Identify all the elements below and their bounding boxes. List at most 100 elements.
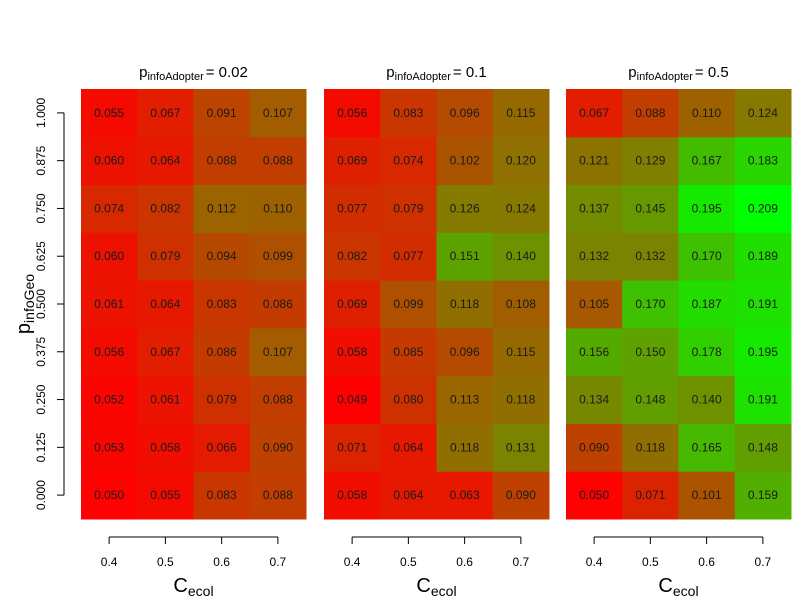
cell-value-label: 0.105 bbox=[579, 297, 609, 311]
heatmap-cell bbox=[193, 280, 251, 329]
heatmap-cell bbox=[492, 232, 550, 281]
heatmap-cell bbox=[734, 136, 792, 186]
cell-value-label: 0.067 bbox=[150, 345, 180, 359]
heatmap-cell bbox=[622, 423, 679, 472]
heatmap-cell bbox=[678, 136, 736, 186]
y-tick-label: 0.875 bbox=[34, 145, 48, 175]
cell-value-label: 0.056 bbox=[94, 345, 124, 359]
cell-value-label: 0.050 bbox=[579, 488, 609, 502]
heatmap-cell bbox=[734, 232, 792, 281]
heatmap-cell bbox=[324, 89, 381, 138]
heatmap-cell bbox=[380, 232, 437, 281]
heatmap-cell bbox=[734, 375, 792, 424]
cell-value-label: 0.165 bbox=[692, 440, 722, 454]
cell-value-label: 0.148 bbox=[635, 393, 665, 407]
heatmap-cell bbox=[249, 471, 307, 520]
heatmap-cell bbox=[81, 136, 138, 186]
cell-value-label: 0.187 bbox=[692, 297, 722, 311]
cell-value-label: 0.083 bbox=[393, 106, 423, 120]
y-tick-label: 0.625 bbox=[34, 241, 48, 271]
cell-value-label: 0.115 bbox=[506, 345, 535, 359]
cell-value-label: 0.080 bbox=[393, 393, 423, 407]
cell-value-label: 0.178 bbox=[692, 345, 722, 359]
cell-value-label: 0.088 bbox=[263, 393, 293, 407]
cell-value-label: 0.077 bbox=[393, 249, 423, 263]
cell-value-label: 0.115 bbox=[506, 106, 535, 120]
heatmap-cell bbox=[678, 184, 736, 233]
cell-value-label: 0.118 bbox=[506, 393, 535, 407]
panel-title-sub: infoAdopter bbox=[147, 71, 204, 83]
cell-value-label: 0.110 bbox=[263, 201, 292, 215]
heatmap-cell bbox=[492, 184, 550, 233]
cell-value-label: 0.151 bbox=[450, 249, 480, 263]
heatmap-cell bbox=[566, 423, 623, 472]
heatmap-cell bbox=[324, 184, 381, 233]
heatmap-cell bbox=[380, 471, 437, 520]
y-axis-title-main: p bbox=[13, 323, 35, 334]
panel-title: pinfoAdopter = 0.1 bbox=[386, 64, 486, 83]
y-axis-title-sub: infoGeo bbox=[21, 274, 37, 323]
heatmap-cell bbox=[324, 423, 381, 472]
cell-value-label: 0.052 bbox=[94, 393, 124, 407]
cell-value-label: 0.079 bbox=[393, 201, 423, 215]
heatmap-cell bbox=[436, 423, 494, 472]
cell-value-label: 0.091 bbox=[207, 106, 237, 120]
panel-title-eq: = 0.02 bbox=[206, 64, 248, 81]
cell-value-label: 0.083 bbox=[207, 488, 237, 502]
panel-title-main: p bbox=[139, 64, 147, 81]
heatmap-cell bbox=[193, 375, 251, 424]
cell-value-label: 0.159 bbox=[748, 488, 778, 502]
cell-value-label: 0.056 bbox=[337, 106, 367, 120]
cell-value-label: 0.050 bbox=[94, 488, 124, 502]
heatmap-cell bbox=[324, 375, 381, 424]
panel-title: pinfoAdopter = 0.5 bbox=[628, 64, 728, 83]
x-axis-title: Cecol bbox=[658, 575, 698, 599]
heatmap-cell bbox=[622, 471, 679, 520]
cell-value-label: 0.082 bbox=[150, 201, 180, 215]
cell-value-label: 0.195 bbox=[748, 345, 778, 359]
heatmap-cell bbox=[566, 375, 623, 424]
cell-value-label: 0.088 bbox=[263, 154, 293, 168]
y-tick-label: 0.250 bbox=[34, 384, 48, 414]
cell-value-label: 0.118 bbox=[636, 440, 665, 454]
cell-value-label: 0.189 bbox=[748, 249, 778, 263]
x-tick-label: 0.7 bbox=[755, 555, 772, 569]
x-axis-title: Cecol bbox=[416, 575, 456, 599]
cell-value-label: 0.113 bbox=[450, 393, 479, 407]
heatmap-cell bbox=[734, 327, 792, 377]
cell-value-label: 0.058 bbox=[337, 345, 367, 359]
heatmap-cell bbox=[734, 89, 792, 138]
heatmap-cell bbox=[492, 136, 550, 186]
cell-value-label: 0.124 bbox=[506, 201, 536, 215]
x-tick-label: 0.4 bbox=[101, 555, 118, 569]
panels: pinfoAdopter = 0.020.050 0.055 0.083 0.0880.… bbox=[81, 64, 792, 599]
cell-value-label: 0.118 bbox=[450, 297, 479, 311]
heatmap-cell bbox=[492, 280, 550, 329]
heatmap-cell bbox=[324, 136, 381, 186]
heatmap-cell bbox=[492, 471, 550, 520]
heatmap-cell bbox=[734, 471, 792, 520]
heatmap-cell bbox=[193, 327, 251, 377]
cell-value-label: 0.079 bbox=[207, 393, 237, 407]
x-tick-label: 0.6 bbox=[698, 555, 715, 569]
heatmap-panel: pinfoAdopter = 0.5 0.050 0.071 0.101 0.159 0.0… bbox=[566, 64, 792, 599]
heatmap-cell bbox=[566, 280, 623, 329]
cell-value-label: 0.086 bbox=[263, 297, 293, 311]
heatmap-cell bbox=[734, 280, 792, 329]
cell-value-label: 0.088 bbox=[207, 154, 237, 168]
heatmap-cell bbox=[137, 232, 194, 281]
cell-value-label: 0.060 bbox=[94, 154, 124, 168]
panel-title-sub: infoAdopter bbox=[637, 71, 694, 83]
cell-value-label: 0.074 bbox=[393, 154, 423, 168]
y-tick-label: 0.125 bbox=[34, 432, 48, 462]
heatmap-cell bbox=[249, 423, 307, 472]
heatmap-cell bbox=[137, 471, 194, 520]
heatmap-cell bbox=[622, 89, 679, 138]
cell-value-label: 0.131 bbox=[506, 440, 536, 454]
cell-value-label: 0.088 bbox=[263, 488, 293, 502]
y-tick-label: 0.375 bbox=[34, 336, 48, 366]
panel-title-main: p bbox=[628, 64, 636, 81]
cell-value-label: 0.067 bbox=[579, 106, 609, 120]
heatmap-cell bbox=[492, 327, 550, 377]
heatmap-cell bbox=[380, 280, 437, 329]
